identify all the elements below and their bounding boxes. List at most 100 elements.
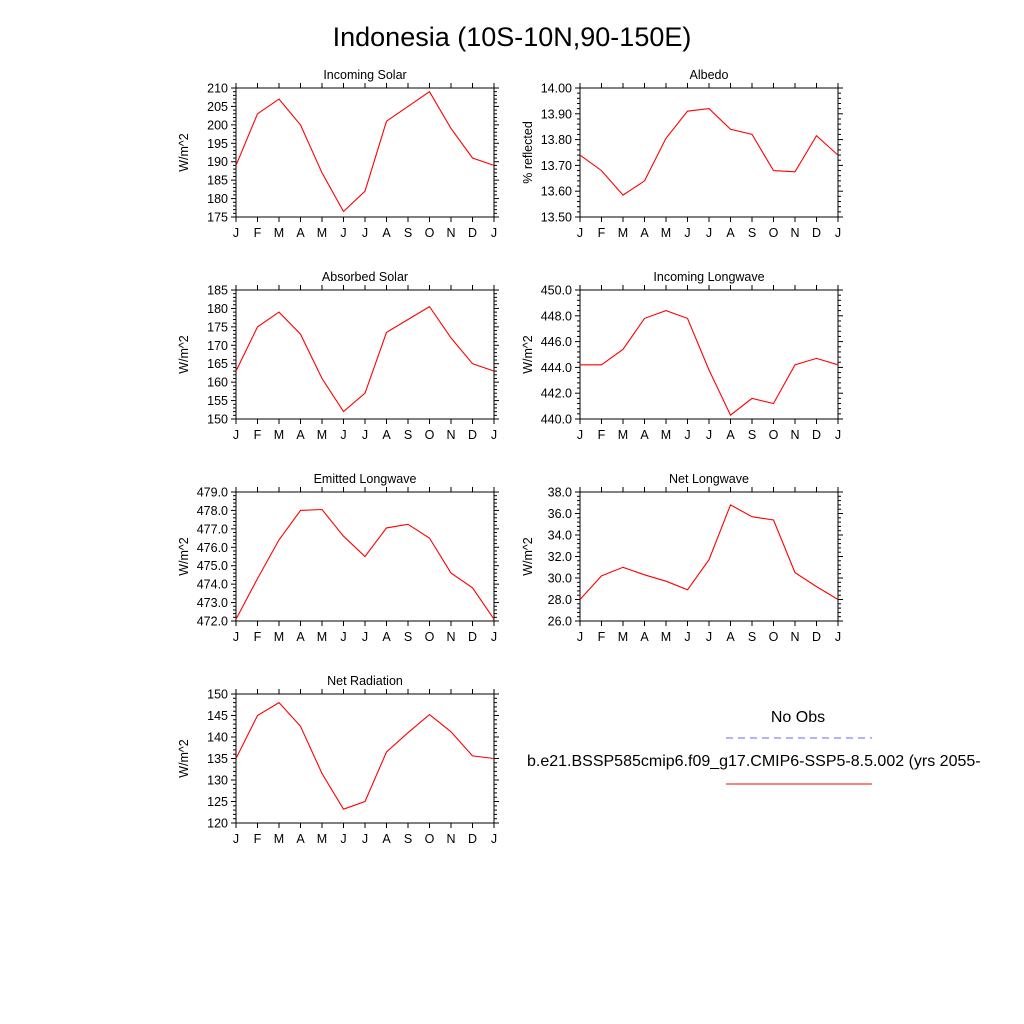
y-tick-label: 130 <box>207 774 228 788</box>
x-tick-label: F <box>598 226 606 240</box>
x-tick-label: J <box>491 428 497 442</box>
y-tick-label: 34.0 <box>548 529 572 543</box>
y-tick-label: 155 <box>207 394 228 408</box>
x-tick-label: J <box>835 428 841 442</box>
x-tick-label: O <box>425 428 435 442</box>
x-tick-label: J <box>491 630 497 644</box>
x-tick-label: M <box>618 428 628 442</box>
x-tick-label: A <box>296 630 305 644</box>
x-tick-label: M <box>274 226 284 240</box>
x-tick-label: J <box>491 832 497 846</box>
x-tick-label: D <box>812 428 821 442</box>
x-tick-label: D <box>812 226 821 240</box>
y-tick-label: 473.0 <box>197 596 228 610</box>
x-tick-label: J <box>362 832 368 846</box>
panel-title: Albedo <box>690 68 729 82</box>
x-tick-label: O <box>769 630 779 644</box>
y-tick-label: 472.0 <box>197 615 228 629</box>
x-tick-label: A <box>296 832 305 846</box>
y-tick-label: 479.0 <box>197 486 228 500</box>
x-tick-label: J <box>340 832 346 846</box>
panel-net-radiation: Net Radiation W/m^2 120 125 130 135 140 145 150 J… <box>177 674 499 846</box>
x-tick-label: J <box>491 226 497 240</box>
y-tick-label: 450.0 <box>541 284 572 298</box>
series-line <box>235 305 495 413</box>
x-tick-label: M <box>661 226 671 240</box>
x-tick-label: M <box>317 630 327 644</box>
panel-title: Incoming Longwave <box>653 270 764 284</box>
panel-absorbed-solar: Absorbed Solar W/m^2 150 155 160 165 170 175 180… <box>177 270 499 442</box>
panel-emitted-longwave: Emitted Longwave W/m^2 472.0 473.0 474.0 475.… <box>177 472 499 644</box>
x-tick-label: D <box>468 428 477 442</box>
plot-frame <box>235 693 495 824</box>
y-tick-label: 185 <box>207 284 228 298</box>
y-tick-label: 13.50 <box>541 211 572 225</box>
y-tick-label: 120 <box>207 817 228 831</box>
y-tick-label: 180 <box>207 192 228 206</box>
y-tick-label: 444.0 <box>541 361 572 375</box>
x-tick-label: J <box>233 832 239 846</box>
y-tick-label: 26.0 <box>548 615 572 629</box>
y-tick-label: 13.60 <box>541 185 572 199</box>
y-tick-label: 175 <box>207 320 228 334</box>
x-tick-label: O <box>769 428 779 442</box>
x-tick-label: A <box>382 630 391 644</box>
x-tick-label: O <box>425 832 435 846</box>
x-tick-label: O <box>425 226 435 240</box>
x-tick-label: A <box>640 630 649 644</box>
y-axis-label: W/m^2 <box>177 537 191 576</box>
x-tick-label: S <box>748 428 756 442</box>
x-tick-label: D <box>468 630 477 644</box>
legend: No Obs b.e21.BSSP585cmip6.f09_g17.CMIP6-… <box>527 709 981 785</box>
y-tick-label: 210 <box>207 82 228 96</box>
x-tick-label: M <box>618 226 628 240</box>
panel-title: Absorbed Solar <box>322 270 408 284</box>
x-tick-label: J <box>362 226 368 240</box>
panel-incoming-solar: Incoming Solar W/m^2 175 180 185 190 195 200 205… <box>177 68 499 240</box>
series-line <box>235 508 495 620</box>
panel-title: Net Longwave <box>669 472 749 486</box>
y-tick-label: 185 <box>207 174 228 188</box>
y-axis-label: % reflected <box>521 121 535 184</box>
y-tick-label: 13.70 <box>541 159 572 173</box>
x-tick-label: M <box>274 832 284 846</box>
y-tick-label: 30.0 <box>548 572 572 586</box>
x-tick-label: N <box>446 226 455 240</box>
x-tick-label: A <box>296 428 305 442</box>
legend-obs-label: No Obs <box>771 709 825 726</box>
x-tick-label: N <box>790 630 799 644</box>
y-tick-label: 36.0 <box>548 507 572 521</box>
x-tick-label: J <box>340 226 346 240</box>
y-tick-label: 13.80 <box>541 133 572 147</box>
y-axis-label: W/m^2 <box>177 739 191 778</box>
y-tick-label: 13.90 <box>541 107 572 121</box>
x-tick-label: J <box>340 428 346 442</box>
x-tick-label: S <box>404 630 412 644</box>
x-tick-label: O <box>425 630 435 644</box>
y-tick-label: 160 <box>207 376 228 390</box>
x-tick-label: F <box>254 428 262 442</box>
y-tick-label: 125 <box>207 795 228 809</box>
x-tick-label: M <box>274 428 284 442</box>
plot-frame <box>235 289 495 420</box>
y-tick-label: 195 <box>207 137 228 151</box>
x-tick-label: N <box>446 630 455 644</box>
x-tick-label: S <box>404 226 412 240</box>
panel-title: Net Radiation <box>327 674 403 688</box>
x-tick-label: A <box>726 428 735 442</box>
x-tick-label: D <box>468 226 477 240</box>
x-tick-label: M <box>661 428 671 442</box>
y-tick-label: 446.0 <box>541 335 572 349</box>
y-tick-label: 165 <box>207 357 228 371</box>
x-tick-label: S <box>748 226 756 240</box>
x-tick-label: S <box>404 832 412 846</box>
x-tick-label: F <box>254 226 262 240</box>
figure-title: Indonesia (10S-10N,90-150E) <box>333 22 692 52</box>
panel-net-longwave: Net Longwave W/m^2 26.0 28.0 30.0 32.0 34.0 36.… <box>521 472 843 644</box>
y-tick-label: 200 <box>207 118 228 132</box>
x-tick-label: J <box>233 630 239 644</box>
x-tick-label: A <box>382 832 391 846</box>
x-tick-label: J <box>835 226 841 240</box>
series-line <box>235 701 495 810</box>
